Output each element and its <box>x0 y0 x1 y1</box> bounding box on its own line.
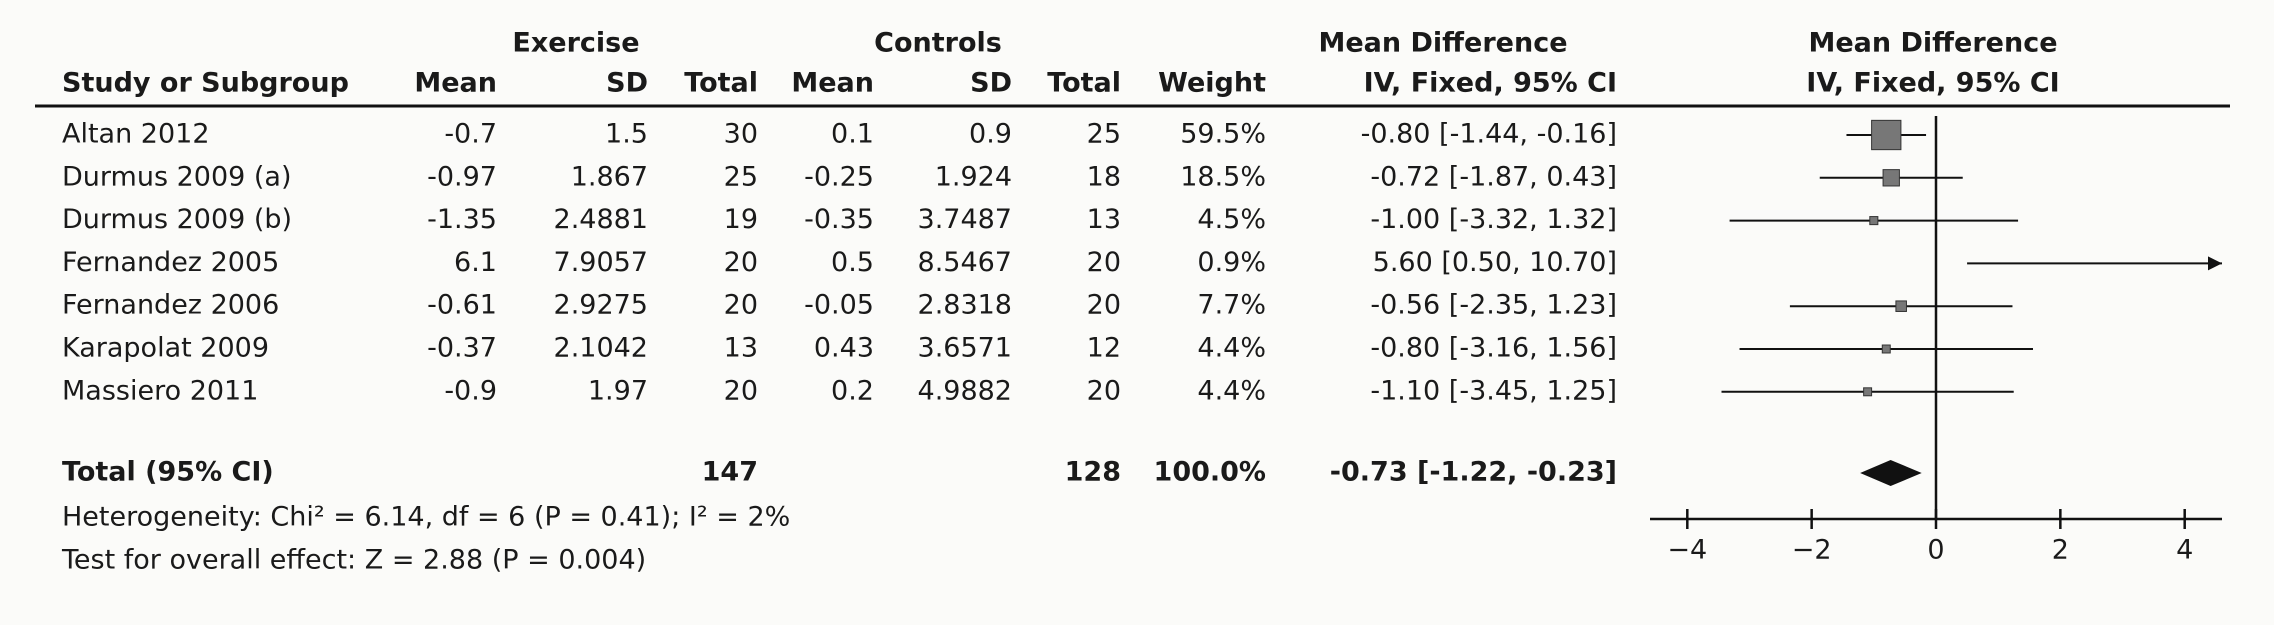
table-cell: -0.35 <box>804 204 874 235</box>
table-cell: 7.7% <box>1197 290 1266 321</box>
table-cell: 25 <box>724 161 758 192</box>
table-cell: 4.5% <box>1197 204 1266 235</box>
table-cell: -0.7 <box>444 119 497 150</box>
x-tick-label: 0 <box>1927 535 1944 566</box>
table-cell: Durmus 2009 (b) <box>62 204 292 235</box>
effect-square <box>1881 344 1891 354</box>
table-cell: Karapolat 2009 <box>62 333 269 364</box>
table-cell: 20 <box>1087 290 1121 321</box>
table-cell: 59.5% <box>1180 119 1266 150</box>
table-cell: Fernandez 2006 <box>62 290 279 321</box>
column-header: Mean <box>791 68 874 99</box>
table-cell: 0.1 <box>831 119 874 150</box>
table-cell: 20 <box>1087 375 1121 406</box>
table-cell: Fernandez 2005 <box>62 247 279 278</box>
column-header: Mean <box>414 68 497 99</box>
x-tick-label: 4 <box>2176 535 2193 566</box>
table-cell: 2.9275 <box>554 290 648 321</box>
table-cell: 1.5 <box>605 119 648 150</box>
table-cell: Massiero 2011 <box>62 375 258 406</box>
total-cell: Total (95% CI) <box>62 457 274 488</box>
overall-effect: Test for overall effect: Z = 2.88 (P = 0… <box>61 545 646 576</box>
table-cell: 20 <box>1087 247 1121 278</box>
table-cell: 5.60 [0.50, 10.70] <box>1373 247 1617 278</box>
total-cell: 100.0% <box>1154 457 1266 488</box>
table-cell: -0.80 [-1.44, -0.16] <box>1361 119 1617 150</box>
table-cell: -0.61 <box>427 290 497 321</box>
column-header: Weight <box>1158 68 1266 99</box>
table-cell: -0.72 [-1.87, 0.43] <box>1370 161 1617 192</box>
table-cell: 8.5467 <box>918 247 1012 278</box>
table-cell: Altan 2012 <box>62 119 210 150</box>
effect-square <box>1869 216 1879 226</box>
table-cell: -1.00 [-3.32, 1.32] <box>1370 204 1617 235</box>
table-cell: 18 <box>1087 161 1121 192</box>
table-cell: 1.97 <box>588 375 648 406</box>
table-cell: -0.25 <box>804 161 874 192</box>
x-tick-label: −2 <box>1792 535 1832 566</box>
table-cell: -0.56 [-2.35, 1.23] <box>1370 290 1617 321</box>
column-header: Total <box>684 68 758 99</box>
table-cell: -0.97 <box>427 161 497 192</box>
table-cell: 13 <box>724 333 758 364</box>
group-header: Controls <box>874 28 1002 59</box>
column-header: IV, Fixed, 95% CI <box>1364 68 1617 99</box>
table-cell: 12 <box>1087 333 1121 364</box>
x-tick-label: 2 <box>2052 535 2069 566</box>
table-cell: 30 <box>724 119 758 150</box>
table-cell: 20 <box>724 375 758 406</box>
table-cell: 20 <box>724 290 758 321</box>
table-cell: -0.37 <box>427 333 497 364</box>
table-cell: 4.4% <box>1197 333 1266 364</box>
effect-square <box>1871 119 1902 151</box>
table-cell: 0.5 <box>831 247 874 278</box>
column-header: Study or Subgroup <box>62 68 349 99</box>
column-header: SD <box>970 68 1012 99</box>
heterogeneity: Heterogeneity: Chi² = 6.14, df = 6 (P = … <box>62 502 790 533</box>
column-header: SD <box>606 68 648 99</box>
table-cell: 3.7487 <box>918 204 1012 235</box>
table-cell: 19 <box>724 204 758 235</box>
table-cell: 0.9% <box>1197 247 1266 278</box>
table-cell: 25 <box>1087 119 1121 150</box>
table-cell: -0.9 <box>444 375 497 406</box>
table-cell: -1.10 [-3.45, 1.25] <box>1370 375 1617 406</box>
table-cell: -1.35 <box>427 204 497 235</box>
table-cell: 7.9057 <box>554 247 648 278</box>
effect-square <box>1882 169 1900 187</box>
table-cell: 0.2 <box>831 375 874 406</box>
total-cell: 147 <box>702 457 758 488</box>
group-header: Mean Difference <box>1318 28 1567 59</box>
table-cell: -0.05 <box>804 290 874 321</box>
table-cell: 4.4% <box>1197 375 1266 406</box>
total-diamond <box>1860 460 1922 486</box>
table-cell: 2.4881 <box>554 204 648 235</box>
table-cell: 13 <box>1087 204 1121 235</box>
table-cell: 20 <box>724 247 758 278</box>
effect-square <box>1863 387 1873 397</box>
table-cell: 1.924 <box>935 161 1012 192</box>
table-cell: Durmus 2009 (a) <box>62 161 292 192</box>
table-cell: 0.9 <box>969 119 1012 150</box>
table-cell: 4.9882 <box>918 375 1012 406</box>
table-cell: 2.1042 <box>554 333 648 364</box>
table-cell: 2.8318 <box>918 290 1012 321</box>
table-cell: 18.5% <box>1180 161 1266 192</box>
effect-square <box>1895 300 1907 312</box>
ci-arrow <box>2208 256 2222 271</box>
column-header: Total <box>1047 68 1121 99</box>
table-cell: 3.6571 <box>918 333 1012 364</box>
table-cell: 6.1 <box>454 247 497 278</box>
total-cell: -0.73 [-1.22, -0.23] <box>1330 457 1617 488</box>
total-cell: 128 <box>1065 457 1121 488</box>
column-header: IV, Fixed, 95% CI <box>1806 68 2059 99</box>
group-header: Exercise <box>512 28 639 59</box>
table-cell: 0.43 <box>814 333 874 364</box>
x-tick-label: −4 <box>1667 535 1707 566</box>
table-cell: 1.867 <box>571 161 648 192</box>
group-header: Mean Difference <box>1808 28 2057 59</box>
table-cell: -0.80 [-3.16, 1.56] <box>1370 333 1617 364</box>
